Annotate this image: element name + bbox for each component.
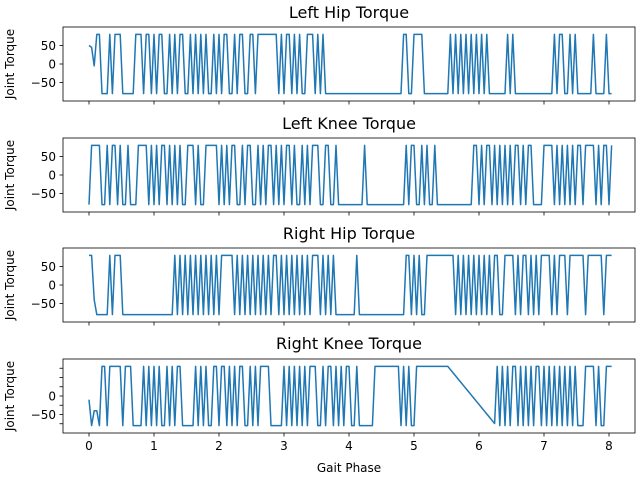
y-axis-label: Joint Torque — [3, 361, 17, 432]
x-tick-label: 7 — [540, 439, 548, 453]
y-axis-label: Joint Torque — [3, 29, 17, 100]
series-line-1 — [88, 144, 613, 206]
x-tick-label: 4 — [345, 439, 353, 453]
x-tick-label: 0 — [85, 439, 93, 453]
series-line-1 — [89, 254, 612, 316]
subplot-title: Left Knee Torque — [282, 114, 416, 133]
y-tick-label: −50 — [31, 187, 56, 201]
x-tick-label: 6 — [475, 439, 483, 453]
y-tick-label: −50 — [31, 408, 56, 422]
y-tick-label: 0 — [48, 168, 56, 182]
series-line-1 — [88, 33, 612, 95]
x-tick-label: 2 — [215, 439, 223, 453]
x-tick-label: 3 — [280, 439, 288, 453]
subplot-1: Left Hip Torque Joint Torque 50 0 −50 — [3, 3, 636, 105]
x-tick-label: 1 — [150, 439, 158, 453]
subplot-title: Right Hip Torque — [283, 224, 415, 243]
x-tick-label: 5 — [410, 439, 418, 453]
y-tick-label: −50 — [31, 297, 56, 311]
y-tick-label: −50 — [31, 76, 56, 90]
y-tick-label: 50 — [41, 39, 56, 53]
y-tick-label: 0 — [48, 389, 56, 403]
y-tick-label: 50 — [41, 150, 56, 164]
subplot-4: Right Knee Torque Joint Torque 0 −50 0 1 2 3 4 5 6… — [3, 334, 636, 475]
y-axis-label: Joint Torque — [3, 140, 17, 211]
y-tick-label: 50 — [41, 260, 56, 274]
series-line-1 — [88, 365, 612, 427]
y-tick-label: 0 — [48, 278, 56, 292]
y-axis-label: Joint Torque — [3, 250, 17, 321]
subplot-title: Left Hip Torque — [289, 3, 409, 22]
y-tick-label: 0 — [48, 57, 56, 71]
x-axis-label: Gait Phase — [317, 461, 381, 475]
subplot-3: Right Hip Torque Joint Torque 50 0 −50 — [3, 224, 636, 326]
subplot-2: Left Knee Torque Joint Torque 50 0 −50 — [3, 114, 636, 216]
x-tick-label: 8 — [605, 439, 613, 453]
subplot-title: Right Knee Torque — [276, 334, 422, 353]
